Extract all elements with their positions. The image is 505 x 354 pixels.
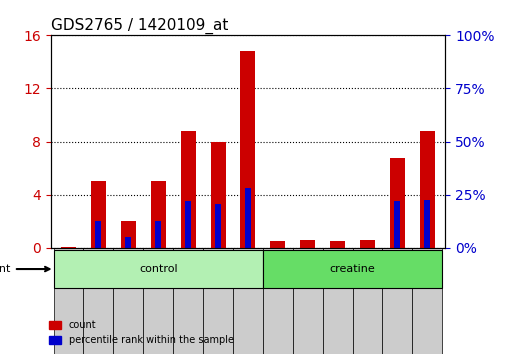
Bar bbox=[270, 241, 285, 248]
Bar bbox=[150, 181, 166, 248]
Bar bbox=[215, 204, 221, 248]
FancyBboxPatch shape bbox=[263, 248, 292, 354]
Text: control: control bbox=[139, 264, 177, 274]
Text: agent: agent bbox=[0, 264, 49, 274]
FancyBboxPatch shape bbox=[352, 248, 382, 354]
Bar bbox=[424, 200, 429, 248]
Bar bbox=[299, 240, 315, 248]
FancyBboxPatch shape bbox=[54, 250, 263, 288]
Bar bbox=[394, 201, 399, 248]
Bar bbox=[244, 188, 250, 248]
Bar bbox=[210, 142, 225, 248]
Bar bbox=[61, 247, 76, 248]
FancyBboxPatch shape bbox=[83, 248, 113, 354]
FancyBboxPatch shape bbox=[203, 248, 232, 354]
Bar bbox=[185, 201, 191, 248]
FancyBboxPatch shape bbox=[54, 248, 83, 354]
FancyBboxPatch shape bbox=[322, 248, 352, 354]
Bar bbox=[389, 158, 404, 248]
Bar bbox=[330, 241, 344, 248]
Bar bbox=[180, 131, 195, 248]
Bar bbox=[360, 240, 374, 248]
Bar bbox=[419, 131, 434, 248]
FancyBboxPatch shape bbox=[292, 248, 322, 354]
Text: creatine: creatine bbox=[329, 264, 375, 274]
Bar bbox=[155, 221, 161, 248]
FancyBboxPatch shape bbox=[412, 248, 441, 354]
FancyBboxPatch shape bbox=[173, 248, 203, 354]
Text: GDS2765 / 1420109_at: GDS2765 / 1420109_at bbox=[50, 18, 228, 34]
FancyBboxPatch shape bbox=[263, 250, 441, 288]
FancyBboxPatch shape bbox=[143, 248, 173, 354]
FancyBboxPatch shape bbox=[382, 248, 412, 354]
FancyBboxPatch shape bbox=[232, 248, 263, 354]
FancyBboxPatch shape bbox=[113, 248, 143, 354]
Bar bbox=[240, 51, 255, 248]
Bar bbox=[91, 181, 106, 248]
Bar bbox=[125, 237, 131, 248]
Bar bbox=[95, 221, 101, 248]
Legend: count, percentile rank within the sample: count, percentile rank within the sample bbox=[45, 316, 237, 349]
Bar bbox=[121, 221, 135, 248]
